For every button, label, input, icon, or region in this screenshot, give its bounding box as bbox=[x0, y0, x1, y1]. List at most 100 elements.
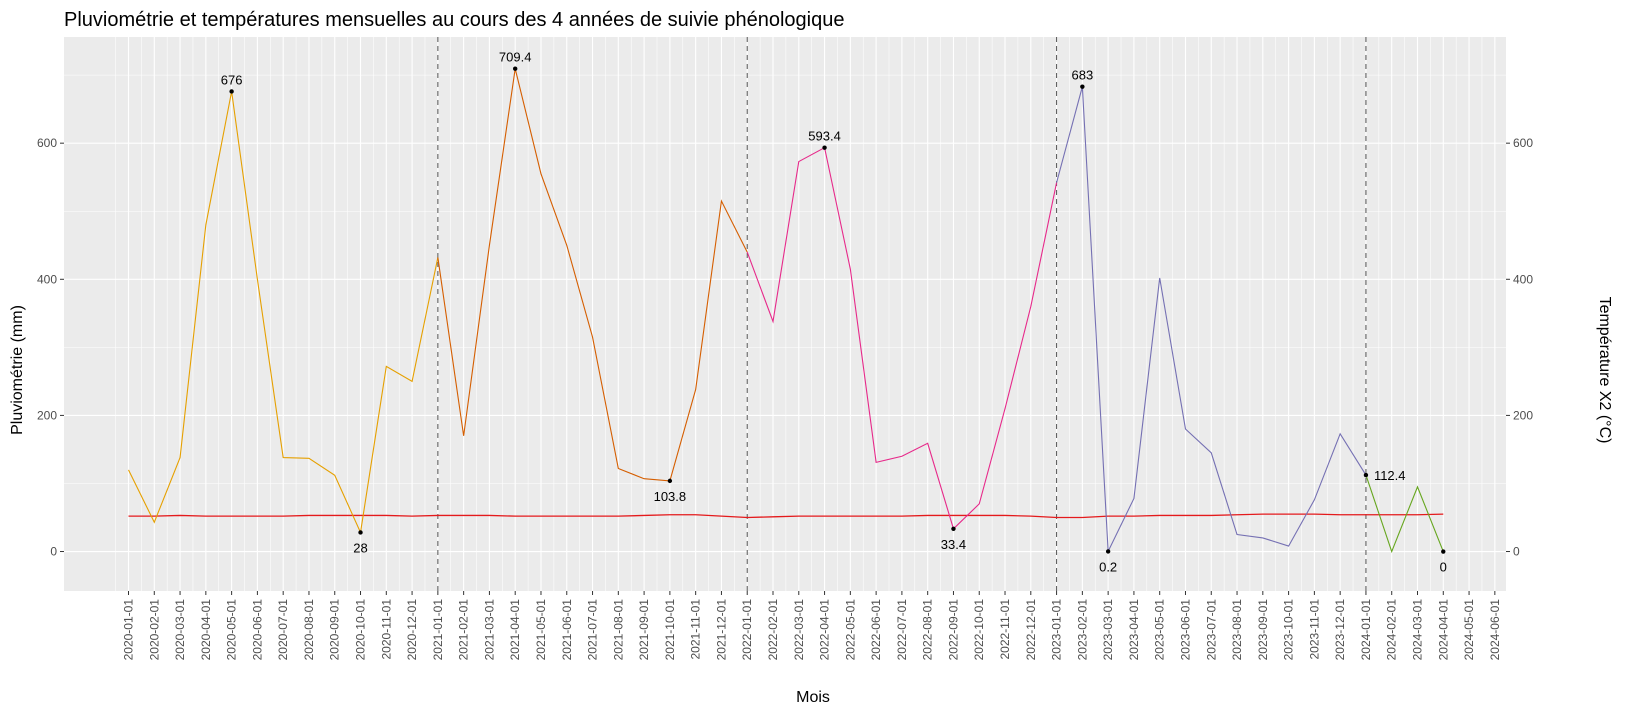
data-point bbox=[1105, 549, 1111, 554]
x-tick-label: 2020-04-01 bbox=[199, 599, 213, 661]
x-tick-label: 2023-08-01 bbox=[1230, 599, 1244, 661]
major-gridlines bbox=[64, 37, 1506, 591]
data-label: 0 bbox=[1440, 560, 1447, 575]
x-tick-label: 2024-05-01 bbox=[1462, 599, 1476, 661]
x-tick-label: 2023-12-01 bbox=[1333, 599, 1347, 661]
x-tick-label: 2021-08-01 bbox=[611, 599, 625, 661]
year-separator-lines bbox=[437, 37, 1367, 591]
x-axis-title: Mois bbox=[796, 689, 830, 706]
rainfall-line-1 bbox=[128, 91, 439, 535]
data-point bbox=[667, 478, 673, 484]
x-tick-label: 2022-06-01 bbox=[869, 599, 883, 661]
x-tick-label: 2021-02-01 bbox=[457, 599, 471, 661]
x-tick-label: 2020-10-01 bbox=[354, 599, 368, 661]
temperature-line bbox=[128, 513, 1444, 519]
plot-panel bbox=[64, 37, 1506, 591]
y-tick-label: 600 bbox=[37, 136, 57, 150]
x-tick-label: 2020-07-01 bbox=[276, 599, 290, 661]
y-axis-title: Pluviométrie (mm) bbox=[9, 305, 26, 435]
y-tick-label: 200 bbox=[37, 408, 57, 422]
x-axis: 2020-01-01 2020-02-01 2020-03-01 2020-04-01… bbox=[122, 591, 1502, 660]
data-point bbox=[1080, 84, 1085, 89]
x-tick-label: 2020-12-01 bbox=[405, 599, 419, 661]
x-tick-label: 2020-01-01 bbox=[122, 599, 136, 661]
rainfall-line-5 bbox=[1365, 474, 1444, 554]
minor-gridlines bbox=[64, 37, 1506, 591]
x-tick-label: 2021-03-01 bbox=[482, 599, 496, 661]
x-tick-label: 2020-06-01 bbox=[250, 599, 264, 661]
x-tick-label: 2021-05-01 bbox=[534, 599, 548, 661]
x-tick-label: 2023-01-01 bbox=[1050, 599, 1064, 661]
x-tick-label: 2021-11-01 bbox=[689, 599, 703, 660]
x-tick-label: 2024-03-01 bbox=[1411, 599, 1425, 661]
x-tick-label: 2024-06-01 bbox=[1488, 599, 1502, 661]
x-tick-label: 2020-09-01 bbox=[328, 599, 342, 661]
x-tick-label: 2020-03-01 bbox=[173, 599, 187, 661]
y-tick-label: 0 bbox=[50, 545, 57, 559]
right-y-axis: 0 200 400 600 bbox=[1506, 136, 1533, 559]
x-tick-label: 2023-06-01 bbox=[1178, 599, 1192, 661]
data-label: 103.8 bbox=[654, 489, 687, 504]
data-label: 676 bbox=[221, 72, 243, 87]
data-label: 28 bbox=[353, 540, 367, 555]
x-tick-label: 2021-12-01 bbox=[714, 599, 728, 661]
x-tick-label: 2020-05-01 bbox=[225, 599, 239, 661]
x-tick-label: 2020-02-01 bbox=[147, 599, 161, 661]
data-point bbox=[229, 89, 234, 94]
x-tick-label: 2023-11-01 bbox=[1307, 599, 1321, 660]
data-label: 33.4 bbox=[941, 537, 966, 552]
data-label: 0.2 bbox=[1099, 559, 1117, 574]
x-tick-label: 2023-04-01 bbox=[1127, 599, 1141, 661]
x-tick-label: 2020-11-01 bbox=[379, 599, 393, 660]
x-tick-label: 2022-02-01 bbox=[766, 599, 780, 661]
data-point bbox=[951, 526, 956, 531]
left-y-axis: 0 200 400 600 bbox=[37, 136, 64, 559]
data-label: 683 bbox=[1072, 68, 1094, 83]
x-tick-label: 2022-03-01 bbox=[792, 599, 806, 661]
x-tick-label: 2022-07-01 bbox=[895, 599, 909, 661]
y2-tick-label: 0 bbox=[1513, 545, 1520, 559]
rainfall-line-2 bbox=[437, 68, 748, 482]
x-tick-label: 2023-02-01 bbox=[1075, 599, 1089, 661]
y2-tick-label: 200 bbox=[1513, 408, 1533, 422]
x-tick-label: 2021-07-01 bbox=[586, 599, 600, 661]
x-tick-label: 2022-04-01 bbox=[818, 599, 832, 661]
data-label: 593.4 bbox=[808, 129, 841, 144]
chart-title: Pluviométrie et températures mensuelles … bbox=[64, 9, 844, 31]
x-tick-label: 2021-09-01 bbox=[637, 599, 651, 661]
data-label: 709.4 bbox=[499, 50, 532, 65]
x-tick-label: 2022-08-01 bbox=[921, 599, 935, 661]
x-tick-label: 2022-10-01 bbox=[972, 599, 986, 661]
y2-axis-title: Température X2 (°C) bbox=[1596, 297, 1613, 444]
x-tick-label: 2022-09-01 bbox=[946, 599, 960, 661]
x-tick-label: 2022-05-01 bbox=[843, 599, 857, 661]
annotated-points: 676 28 709.4 103.8 593.4 33.4 683 0.2 112.4 0 bbox=[221, 50, 1447, 575]
data-point bbox=[513, 66, 518, 71]
y-tick-label: 400 bbox=[37, 272, 57, 286]
x-tick-label: 2023-07-01 bbox=[1204, 599, 1218, 661]
data-point bbox=[822, 145, 827, 150]
x-tick-label: 2023-05-01 bbox=[1153, 599, 1167, 661]
x-tick-label: 2020-08-01 bbox=[302, 599, 316, 661]
temperature-series bbox=[128, 513, 1444, 519]
x-tick-label: 2023-03-01 bbox=[1101, 599, 1115, 661]
x-tick-label: 2024-01-01 bbox=[1359, 599, 1373, 661]
x-tick-label: 2024-02-01 bbox=[1385, 599, 1399, 661]
y2-tick-label: 400 bbox=[1513, 272, 1533, 286]
x-tick-label: 2022-11-01 bbox=[998, 599, 1012, 660]
x-tick-label: 2023-09-01 bbox=[1256, 599, 1270, 661]
rainfall-line-3 bbox=[746, 146, 1058, 530]
x-tick-label: 2024-04-01 bbox=[1436, 599, 1450, 661]
data-point bbox=[1441, 549, 1446, 554]
x-tick-label: 2022-12-01 bbox=[1024, 599, 1038, 661]
x-tick-label: 2021-01-01 bbox=[431, 599, 445, 661]
data-label: 112.4 bbox=[1374, 468, 1406, 483]
y2-tick-label: 600 bbox=[1513, 136, 1533, 150]
x-tick-label: 2021-10-01 bbox=[663, 599, 677, 661]
x-tick-label: 2022-01-01 bbox=[740, 599, 754, 661]
x-tick-label: 2021-04-01 bbox=[508, 599, 522, 661]
x-tick-label: 2021-06-01 bbox=[560, 599, 574, 661]
x-tick-label: 2023-10-01 bbox=[1282, 599, 1296, 661]
data-point bbox=[358, 530, 363, 535]
